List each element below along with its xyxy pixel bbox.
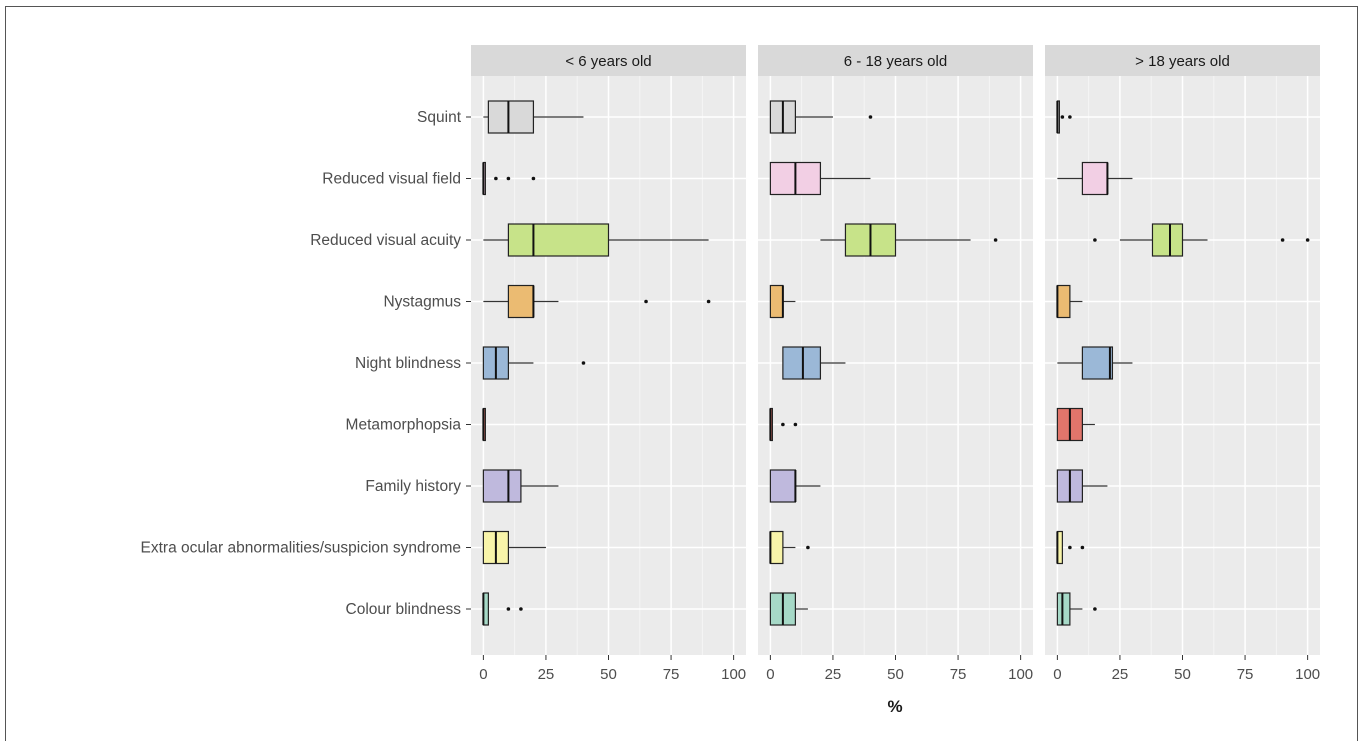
box-reduced-visual-acuity <box>820 223 998 257</box>
x-tick-label: 25 <box>1112 666 1129 683</box>
x-tick-label: 25 <box>538 666 555 683</box>
iqr-box <box>769 469 796 503</box>
iqr-box <box>1081 346 1114 380</box>
iqr-box <box>1056 284 1071 319</box>
facet-panel-1: < 6 years old 0 25 50 75 100 <box>471 45 746 683</box>
y-tick-label: Night blindness <box>355 355 461 372</box>
figure-frame <box>5 6 1358 741</box>
x-axis-title: % <box>887 697 902 716</box>
iqr-box <box>769 284 784 319</box>
box-night-blindness <box>1057 346 1133 380</box>
box-reduced-visual-field <box>769 161 871 196</box>
y-tick-label: Reduced visual field <box>322 171 461 188</box>
outlier-point <box>1093 238 1097 242</box>
box-metamorphopsia <box>769 407 798 442</box>
iqr-box <box>482 469 522 503</box>
outlier-point <box>1060 115 1065 119</box>
box-reduced-visual-acuity <box>1093 223 1310 257</box>
box-nystagmus <box>769 284 796 319</box>
y-tick-label: Nystagmus <box>383 294 461 311</box>
box-colour-blindness <box>1056 592 1097 626</box>
outlier-point <box>1280 238 1285 242</box>
outlier-point <box>1093 607 1097 611</box>
outlier-point <box>581 361 586 365</box>
x-tick-label: 75 <box>663 666 680 683</box>
box-squint <box>483 100 584 134</box>
category-labels: Squint Reduced visual field Reduced visual… <box>141 109 471 618</box>
x-tick-label: 75 <box>1237 666 1254 683</box>
x-tick-label: 25 <box>825 666 842 683</box>
facet-strip-label: > 18 years old <box>1135 53 1230 70</box>
outlier-point <box>1305 238 1310 242</box>
y-tick-label: Reduced visual acuity <box>310 232 461 249</box>
facet-panel-3: > 18 years old 0 25 50 75 100 <box>1045 45 1320 683</box>
box-reduced-visual-field <box>1057 161 1133 196</box>
outlier-point <box>781 422 785 427</box>
box-extra-ocular-abnormalities-suspicion-syndrome <box>769 530 810 565</box>
y-tick-label: Colour blindness <box>346 601 462 618</box>
outlier-point <box>644 299 648 304</box>
y-tick-label: Squint <box>417 109 462 126</box>
x-tick-label: 0 <box>766 666 774 683</box>
x-tick-label: 100 <box>1008 666 1033 683</box>
outlier-point <box>519 607 523 611</box>
outlier-point <box>531 176 536 181</box>
outlier-point <box>1068 545 1072 550</box>
outlier-point <box>1080 545 1085 550</box>
outlier-point <box>494 176 498 181</box>
x-tick-label: 75 <box>950 666 967 683</box>
outlier-point <box>706 299 711 304</box>
facet-strip-label: 6 - 18 years old <box>844 53 947 70</box>
box-reduced-visual-acuity <box>483 223 709 257</box>
facet-strip <box>758 45 1033 76</box>
outlier-point <box>806 545 810 550</box>
iqr-box <box>1056 592 1071 626</box>
facet-panel-2: 6 - 18 years old 0 25 50 75 100 <box>758 45 1033 683</box>
box-extra-ocular-abnormalities-suspicion-syndrome <box>482 530 546 565</box>
iqr-box <box>1081 161 1109 196</box>
outlier-point <box>868 115 873 119</box>
facet-strip <box>1045 45 1320 76</box>
facet-strip-label: < 6 years old <box>565 53 651 70</box>
outlier-point <box>793 422 798 427</box>
y-tick-label: Extra ocular abnormalities/suspicion syn… <box>141 540 461 557</box>
outlier-point <box>1068 115 1072 119</box>
x-tick-label: 100 <box>1295 666 1320 683</box>
x-tick-label: 50 <box>887 666 904 683</box>
facets-layer: < 6 years old 0 25 50 75 100 6 - 18 years old 0… <box>471 45 1320 683</box>
box-colour-blindness <box>769 592 808 626</box>
box-squint <box>769 100 873 134</box>
box-squint <box>1056 100 1072 134</box>
box-metamorphopsia <box>1056 407 1095 442</box>
outlier-point <box>506 607 511 611</box>
iqr-box <box>507 284 535 319</box>
box-family-history <box>482 469 559 503</box>
iqr-box <box>769 530 784 565</box>
outlier-point <box>506 176 511 181</box>
facet-strip <box>471 45 746 76</box>
box-night-blindness <box>782 346 846 380</box>
box-reduced-visual-field <box>482 161 536 196</box>
box-family-history <box>769 469 821 503</box>
box-colour-blindness <box>482 592 523 626</box>
outlier-point <box>993 238 998 242</box>
box-family-history <box>1056 469 1108 503</box>
box-extra-ocular-abnormalities-suspicion-syndrome <box>1056 530 1085 565</box>
iqr-box <box>507 223 610 257</box>
x-tick-label: 0 <box>1053 666 1061 683</box>
box-night-blindness <box>482 346 586 380</box>
box-metamorphopsia <box>482 407 486 442</box>
x-tick-label: 50 <box>600 666 617 683</box>
iqr-box <box>782 346 822 380</box>
iqr-box <box>1151 223 1184 257</box>
iqr-box <box>487 100 535 134</box>
x-tick-label: 100 <box>721 666 746 683</box>
x-tick-label: 0 <box>479 666 487 683</box>
x-tick-label: 50 <box>1174 666 1191 683</box>
box-nystagmus <box>483 284 711 319</box>
box-nystagmus <box>1056 284 1083 319</box>
y-tick-label: Family history <box>365 478 461 495</box>
y-tick-label: Metamorphopsia <box>346 417 462 434</box>
